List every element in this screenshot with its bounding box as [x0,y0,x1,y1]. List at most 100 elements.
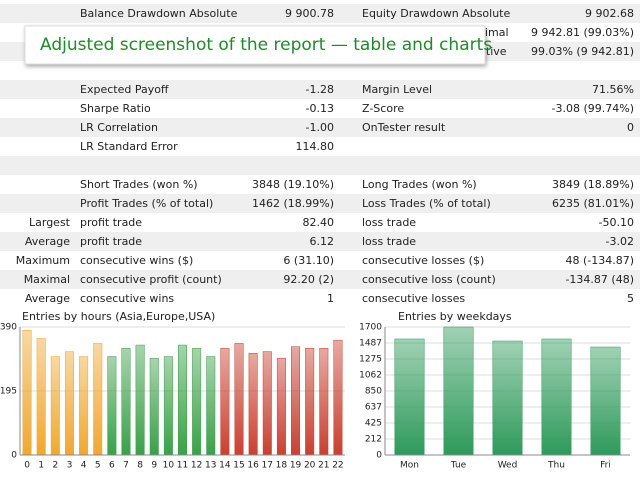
table-cell: 48 (-134.87) [565,254,634,267]
table-cell: -0.13 [306,102,334,115]
row-bg [0,194,640,213]
bar [178,344,187,456]
bar [333,339,343,456]
table-cell: consecutive losses [362,292,465,305]
y-tick-label: 0 [376,451,382,461]
row-bg [0,289,640,308]
table-cell: profit trade [80,235,142,248]
x-tick-label: 21 [318,461,329,471]
y-tick-label: 0 [11,451,17,461]
table-cell: -3.02 [606,235,634,248]
table-cell: 6235 (81.01%) [552,197,634,210]
bar [79,356,89,456]
x-tick-label: 3 [67,461,73,471]
table-cell: Z-Score [362,102,404,115]
table-cell: 9 900.78 [285,7,334,20]
table-cell: -1.00 [306,121,334,134]
bar [36,338,46,456]
x-tick-label: 1 [38,461,44,471]
table-cell: consecutive profit (count) [80,273,222,286]
table-cell: Long Trades (won %) [362,178,477,191]
table-cell: Equity Drawdown Absolute [362,7,510,20]
y-tick-label: 1700 [359,323,382,333]
bar [291,346,301,456]
bar [93,343,103,456]
table-cell: 1 [327,292,334,305]
table-cell: 3848 (19.10%) [252,178,334,191]
x-tick-label: 19 [290,461,302,471]
table-cell: consecutive loss (count) [362,273,496,286]
x-tick-label: Tue [450,461,467,471]
bar [206,356,216,456]
banner-box [24,25,486,65]
table-cell: 0 [627,121,634,134]
table-cell: -1.28 [306,83,334,96]
table-cell: 114.80 [296,140,335,153]
table-cell: consecutive losses ($) [362,254,484,267]
table-cell: 5 [627,292,634,305]
x-tick-label: 9 [151,461,157,471]
table-cell: Maximum [16,254,70,267]
table-cell: 71.56% [592,83,634,96]
x-tick-label: 11 [177,461,188,471]
row-bg [0,99,640,118]
x-tick-label: Wed [498,461,518,471]
table-cell: 9 902.68 [585,7,634,20]
x-tick-label: Fri [600,461,611,471]
table-cell: 6.12 [310,235,335,248]
row-bg [0,213,640,232]
bar [590,346,621,456]
table-cell: -134.87 (48) [565,273,634,286]
table-cell: LR Correlation [80,121,158,134]
table-cell: 3849 (18.89%) [552,178,634,191]
bar [121,348,131,456]
table-cell: LR Standard Error [80,140,178,153]
bar [394,338,425,456]
table-cell: Sharpe Ratio [80,102,151,115]
bar [319,348,329,456]
table-cell: loss trade [362,235,416,248]
x-tick-label: 22 [332,461,343,471]
x-tick-label: 6 [109,461,115,471]
banner-text: Adjusted screenshot of the report — tabl… [40,35,492,55]
x-tick-label: 18 [276,461,288,471]
chart-title: Entries by hours (Asia,Europe,USA) [22,310,215,323]
bar [305,348,315,456]
bar [107,356,117,456]
table-cell: Balance Drawdown Absolute [80,7,238,20]
row-bg [0,80,640,99]
y-tick-label: 425 [365,419,382,429]
x-tick-label: 7 [123,461,129,471]
row-bg [0,270,640,289]
x-tick-label: 8 [137,461,143,471]
table-cell: loss trade [362,216,416,229]
bar [234,343,244,456]
table-cell: Largest [29,216,71,229]
bar [50,356,60,456]
x-tick-label: 15 [233,461,244,471]
bar [220,348,230,456]
bar [443,326,474,456]
bar [276,357,286,456]
x-tick-label: 14 [219,461,231,471]
x-tick-label: 17 [262,461,273,471]
table-cell: 1462 (18.99%) [252,197,334,210]
table-cell: Average [25,292,70,305]
bar [135,344,145,456]
row-bg [0,137,640,156]
chart-title: Entries by weekdays [398,310,512,323]
table-cell: Maximal [24,273,70,286]
bar [262,351,272,456]
x-tick-label: 5 [95,461,101,471]
row-bg [0,61,640,80]
table-cell: -50.10 [599,216,634,229]
bar [248,353,258,456]
table-cell: profit trade [80,216,142,229]
bar [492,340,523,456]
table-cell: 9 942.81 (99.03%) [531,26,634,39]
table-cell: consecutive wins ($) [80,254,193,267]
table-cell: OnTester result [362,121,446,134]
row-bg [0,232,640,251]
row-bg [0,175,640,194]
